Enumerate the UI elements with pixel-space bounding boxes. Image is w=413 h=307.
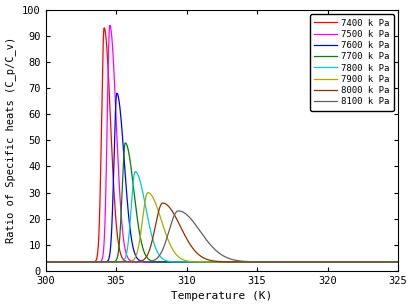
7600 k Pa xyxy=(396,260,401,264)
7600 k Pa xyxy=(43,260,48,264)
7400 k Pa xyxy=(254,260,259,264)
7500 k Pa xyxy=(43,260,48,264)
7500 k Pa xyxy=(306,260,311,264)
7700 k Pa xyxy=(107,260,112,264)
7800 k Pa xyxy=(178,260,183,264)
7600 k Pa xyxy=(333,260,338,264)
Legend: 7400 k Pa, 7500 k Pa, 7600 k Pa, 7700 k Pa, 7800 k Pa, 7900 k Pa, 8000 k Pa, 810: 7400 k Pa, 7500 k Pa, 7600 k Pa, 7700 k … xyxy=(310,14,394,111)
7500 k Pa xyxy=(396,260,401,264)
7500 k Pa xyxy=(107,23,112,27)
8000 k Pa xyxy=(333,260,338,264)
8100 k Pa xyxy=(43,260,48,264)
7700 k Pa xyxy=(306,260,311,264)
Y-axis label: Ratio of Specific heats (C_p/C_v): Ratio of Specific heats (C_p/C_v) xyxy=(5,37,17,243)
8100 k Pa xyxy=(396,260,401,264)
7600 k Pa xyxy=(306,260,311,264)
7900 k Pa xyxy=(333,260,338,264)
8000 k Pa xyxy=(273,260,278,264)
7600 k Pa xyxy=(273,260,278,264)
8100 k Pa xyxy=(254,260,259,264)
8100 k Pa xyxy=(176,209,180,213)
7800 k Pa xyxy=(396,260,401,264)
8000 k Pa xyxy=(178,224,183,228)
7800 k Pa xyxy=(43,260,48,264)
7600 k Pa xyxy=(107,253,112,257)
Line: 7400 k Pa: 7400 k Pa xyxy=(45,28,398,262)
7900 k Pa xyxy=(145,191,150,194)
7800 k Pa xyxy=(333,260,338,264)
7800 k Pa xyxy=(254,260,259,264)
X-axis label: Temperature (K): Temperature (K) xyxy=(171,291,273,301)
7900 k Pa xyxy=(43,260,48,264)
8000 k Pa xyxy=(254,260,259,264)
7400 k Pa xyxy=(102,26,107,30)
8100 k Pa xyxy=(306,260,311,264)
8100 k Pa xyxy=(273,260,278,264)
7700 k Pa xyxy=(43,260,48,264)
7500 k Pa xyxy=(333,260,338,264)
7700 k Pa xyxy=(273,260,278,264)
7500 k Pa xyxy=(178,260,183,264)
7400 k Pa xyxy=(396,260,401,264)
8000 k Pa xyxy=(306,260,311,264)
8000 k Pa xyxy=(43,260,48,264)
Line: 7900 k Pa: 7900 k Pa xyxy=(45,192,398,262)
8000 k Pa xyxy=(107,260,112,264)
7800 k Pa xyxy=(107,260,112,264)
7400 k Pa xyxy=(273,260,278,264)
7800 k Pa xyxy=(273,260,278,264)
7900 k Pa xyxy=(178,256,183,260)
7600 k Pa xyxy=(254,260,259,264)
8000 k Pa xyxy=(160,201,165,205)
7400 k Pa xyxy=(43,260,48,264)
Line: 7700 k Pa: 7700 k Pa xyxy=(45,143,398,262)
7900 k Pa xyxy=(107,260,112,264)
7700 k Pa xyxy=(123,141,128,145)
7400 k Pa xyxy=(333,260,338,264)
7700 k Pa xyxy=(254,260,259,264)
7900 k Pa xyxy=(306,260,311,264)
8100 k Pa xyxy=(107,260,112,264)
Line: 7600 k Pa: 7600 k Pa xyxy=(45,93,398,262)
7700 k Pa xyxy=(396,260,401,264)
Line: 7800 k Pa: 7800 k Pa xyxy=(45,172,398,262)
7900 k Pa xyxy=(273,260,278,264)
7700 k Pa xyxy=(333,260,338,264)
8100 k Pa xyxy=(333,260,338,264)
8000 k Pa xyxy=(396,260,401,264)
7500 k Pa xyxy=(273,260,278,264)
7500 k Pa xyxy=(107,24,112,27)
Line: 8100 k Pa: 8100 k Pa xyxy=(45,211,398,262)
7400 k Pa xyxy=(306,260,311,264)
7800 k Pa xyxy=(306,260,311,264)
Line: 7500 k Pa: 7500 k Pa xyxy=(45,25,398,262)
7400 k Pa xyxy=(107,101,112,105)
7700 k Pa xyxy=(178,260,183,264)
7500 k Pa xyxy=(254,260,259,264)
7900 k Pa xyxy=(396,260,401,264)
7600 k Pa xyxy=(114,91,119,95)
7800 k Pa xyxy=(133,170,138,173)
8100 k Pa xyxy=(178,209,183,213)
7900 k Pa xyxy=(254,260,259,264)
7600 k Pa xyxy=(178,260,183,264)
7400 k Pa xyxy=(178,260,183,264)
Line: 8000 k Pa: 8000 k Pa xyxy=(45,203,398,262)
